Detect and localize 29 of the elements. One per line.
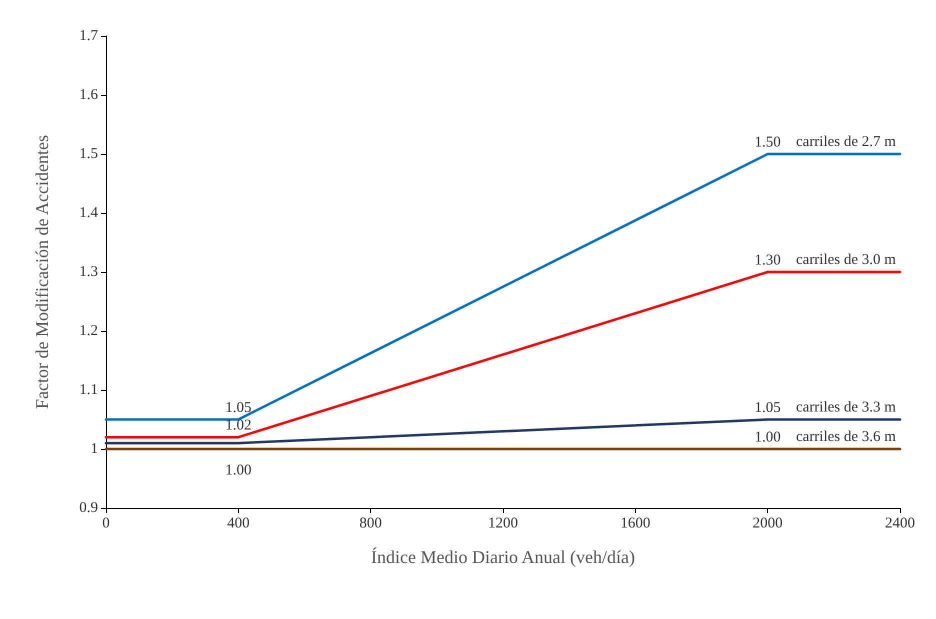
y-tick-label: 0.9 [79, 500, 98, 516]
series-label: carriles de 3.3 m [796, 400, 896, 416]
y-tick-label: 1.7 [79, 28, 98, 44]
x-tick-label: 2400 [885, 516, 915, 532]
series-label: carriles de 2.7 m [796, 134, 896, 150]
y-tick-label: 1.2 [79, 323, 98, 339]
data-label: 1.05 [754, 400, 781, 416]
y-tick-label: 1 [90, 441, 98, 457]
x-tick-label: 2000 [752, 516, 783, 532]
data-label: 1.00 [754, 430, 781, 446]
y-tick-label: 1.1 [79, 382, 98, 398]
series-label: carriles de 3.0 m [796, 252, 896, 268]
x-tick-label: 0 [102, 516, 110, 532]
data-label: 1.00 [225, 462, 252, 478]
y-tick-label: 1.5 [79, 146, 98, 162]
y-tick-label: 1.3 [79, 264, 98, 280]
data-label: 1.50 [754, 134, 781, 150]
x-tick-label: 400 [227, 516, 250, 532]
y-tick-label: 1.4 [79, 205, 98, 221]
x-tick-label: 1600 [620, 516, 650, 532]
data-label: 1.05 [225, 400, 252, 416]
series-label: carriles de 3.6 m [796, 429, 896, 445]
data-label: 1.02 [225, 418, 252, 434]
x-axis-title: Índice Medio Diario Anual (veh/día) [371, 547, 635, 567]
y-tick-label: 1.6 [79, 87, 98, 103]
data-label: 1.30 [754, 252, 781, 268]
y-axis-title: Factor de Modificación de Accidentes [32, 135, 52, 409]
x-tick-label: 1200 [488, 516, 518, 532]
x-tick-label: 800 [359, 516, 382, 532]
